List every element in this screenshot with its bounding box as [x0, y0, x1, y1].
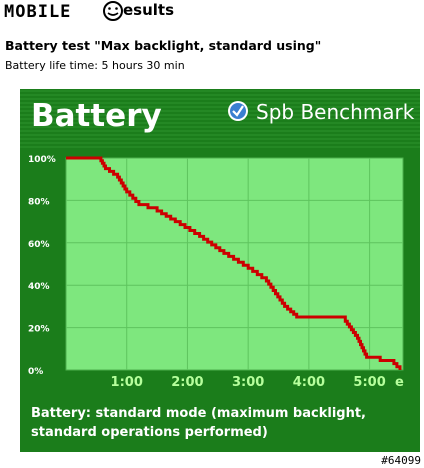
- x-tick-label: 3:00: [232, 375, 264, 390]
- x-tick-label: 4:00: [293, 375, 325, 390]
- watermark: #64099: [381, 454, 421, 467]
- y-tick-label: 0%: [28, 367, 43, 377]
- chart-caption-line2: standard operations performed): [31, 425, 268, 440]
- y-axis-ticks: 100% 80% 60% 40% 20% 0%: [28, 155, 56, 377]
- y-tick-label: 100%: [28, 155, 56, 165]
- y-tick-label: 80%: [28, 197, 50, 207]
- y-tick-label: 60%: [28, 240, 50, 250]
- x-tick-label: 2:00: [171, 375, 203, 390]
- panel-stripes: [20, 90, 420, 148]
- series-line: [66, 156, 402, 370]
- x-axis-suffix: e: [395, 375, 404, 390]
- smiley-r-icon: [103, 1, 123, 21]
- site-header: MOBILE esults: [0, 0, 424, 24]
- battery-chart: Battery Spb Benchmark 100% 80% 60% 40% 20% 0%…: [20, 89, 420, 452]
- x-axis-ticks: 1:00 2:00 3:00 4:00 5:00: [111, 375, 386, 390]
- battery-life-time: Battery life time: 5 hours 30 min: [5, 59, 185, 72]
- x-tick-label: 1:00: [111, 375, 143, 390]
- chart-brand: Spb Benchmark: [256, 100, 415, 124]
- series-battery: [65, 156, 402, 371]
- spb-logo-icon: [228, 101, 248, 121]
- y-tick-label: 20%: [28, 325, 50, 335]
- svg-text:MOBILE: MOBILE: [4, 2, 71, 22]
- mobile-review-logo: MOBILE: [4, 1, 123, 22]
- chart-caption-line1: Battery: standard mode (maximum backligh…: [31, 406, 366, 421]
- x-tick-label: 5:00: [353, 375, 385, 390]
- y-tick-label: 40%: [28, 282, 50, 292]
- plot-area: [65, 157, 404, 371]
- header-results-label: esults: [123, 1, 175, 19]
- chart-title: Battery: [31, 98, 162, 134]
- test-title: Battery test "Max backlight, standard us…: [5, 38, 322, 53]
